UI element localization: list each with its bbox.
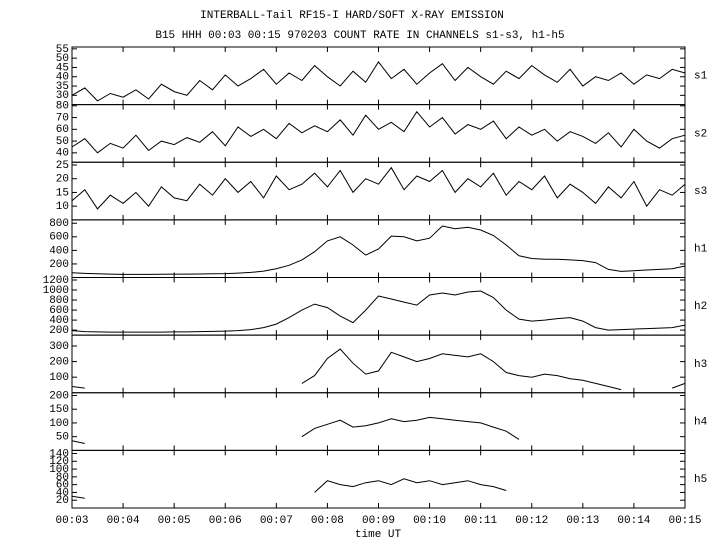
x-axis-label: time UT (355, 529, 402, 541)
x-tick-label: 00:09 (362, 515, 395, 527)
channel-label: h4 (694, 416, 708, 428)
channel-label: h3 (694, 359, 707, 371)
y-tick-label: 55 (56, 44, 69, 56)
chart-title: INTERBALL-Tail RF15-I HARD/SOFT X-RAY EM… (200, 10, 504, 22)
channel-label: s3 (694, 186, 707, 198)
y-tick-label: 50 (56, 432, 69, 444)
data-line (71, 478, 507, 499)
chart-subtitle: B15 HHH 00:03 00:15 970203 COUNT RATE IN… (155, 30, 564, 42)
x-tick-label: 00:14 (617, 515, 650, 527)
y-tick-label: 40 (56, 72, 69, 84)
y-tick-label: 35 (56, 81, 69, 93)
x-tick-label: 00:07 (260, 515, 293, 527)
y-tick-label: 800 (49, 218, 69, 230)
data-line (71, 61, 686, 102)
x-tick-label: 00:03 (55, 515, 88, 527)
y-tick-label: 10 (56, 201, 69, 213)
x-tick-label: 00:13 (566, 515, 599, 527)
channel-label: h5 (694, 474, 707, 486)
y-tick-label: 200 (49, 325, 69, 337)
y-tick-label: 200 (49, 390, 69, 402)
channel-label: h2 (694, 301, 707, 313)
y-tick-label: 50 (56, 136, 69, 148)
y-tick-label: 100 (49, 372, 69, 384)
y-tick-label: 300 (49, 341, 69, 353)
y-tick-label: 200 (49, 259, 69, 271)
y-tick-label: 1000 (43, 285, 69, 297)
x-tick-label: 00:12 (515, 515, 548, 527)
y-tick-label: 150 (49, 404, 69, 416)
x-tick-label: 00:05 (158, 515, 191, 527)
y-tick-label: 40 (56, 148, 69, 160)
y-tick-label: 20 (56, 495, 69, 507)
data-line (71, 290, 686, 333)
y-tick-label: 30 (56, 90, 69, 102)
y-tick-label: 80 (56, 472, 69, 484)
y-tick-label: 80 (56, 101, 69, 113)
y-tick-label: 140 (49, 448, 69, 460)
y-tick-label: 70 (56, 112, 69, 124)
y-tick-label: 50 (56, 53, 69, 65)
data-line (71, 416, 520, 444)
y-tick-label: 100 (49, 464, 69, 476)
channel-label: s1 (694, 71, 708, 83)
y-tick-label: 200 (49, 357, 69, 369)
y-tick-label: 100 (49, 418, 69, 430)
y-tick-label: 600 (49, 305, 69, 317)
x-tick-label: 00:08 (311, 515, 344, 527)
y-tick-label: 1200 (43, 275, 69, 287)
y-tick-label: 60 (56, 124, 69, 136)
y-tick-label: 40 (56, 487, 69, 499)
x-tick-label: 00:10 (413, 515, 446, 527)
y-tick-label: 60 (56, 480, 69, 492)
y-tick-label: 25 (56, 160, 69, 172)
data-line (71, 348, 686, 391)
data-line (71, 166, 686, 210)
channel-label: h1 (694, 244, 708, 256)
y-tick-label: 600 (49, 232, 69, 244)
y-tick-label: 20 (56, 174, 69, 186)
data-line (71, 110, 686, 154)
x-tick-label: 00:15 (668, 515, 701, 527)
x-tick-label: 00:06 (209, 515, 242, 527)
x-tick-label: 00:11 (464, 515, 497, 527)
y-tick-label: 120 (49, 456, 69, 468)
y-tick-label: 400 (49, 315, 69, 327)
data-line (71, 225, 686, 275)
y-tick-label: 800 (49, 295, 69, 307)
y-tick-label: 15 (56, 187, 69, 199)
channel-label: s2 (694, 128, 707, 140)
y-tick-label: 400 (49, 245, 69, 257)
x-tick-label: 00:04 (107, 515, 140, 527)
y-tick-label: 45 (56, 62, 69, 74)
